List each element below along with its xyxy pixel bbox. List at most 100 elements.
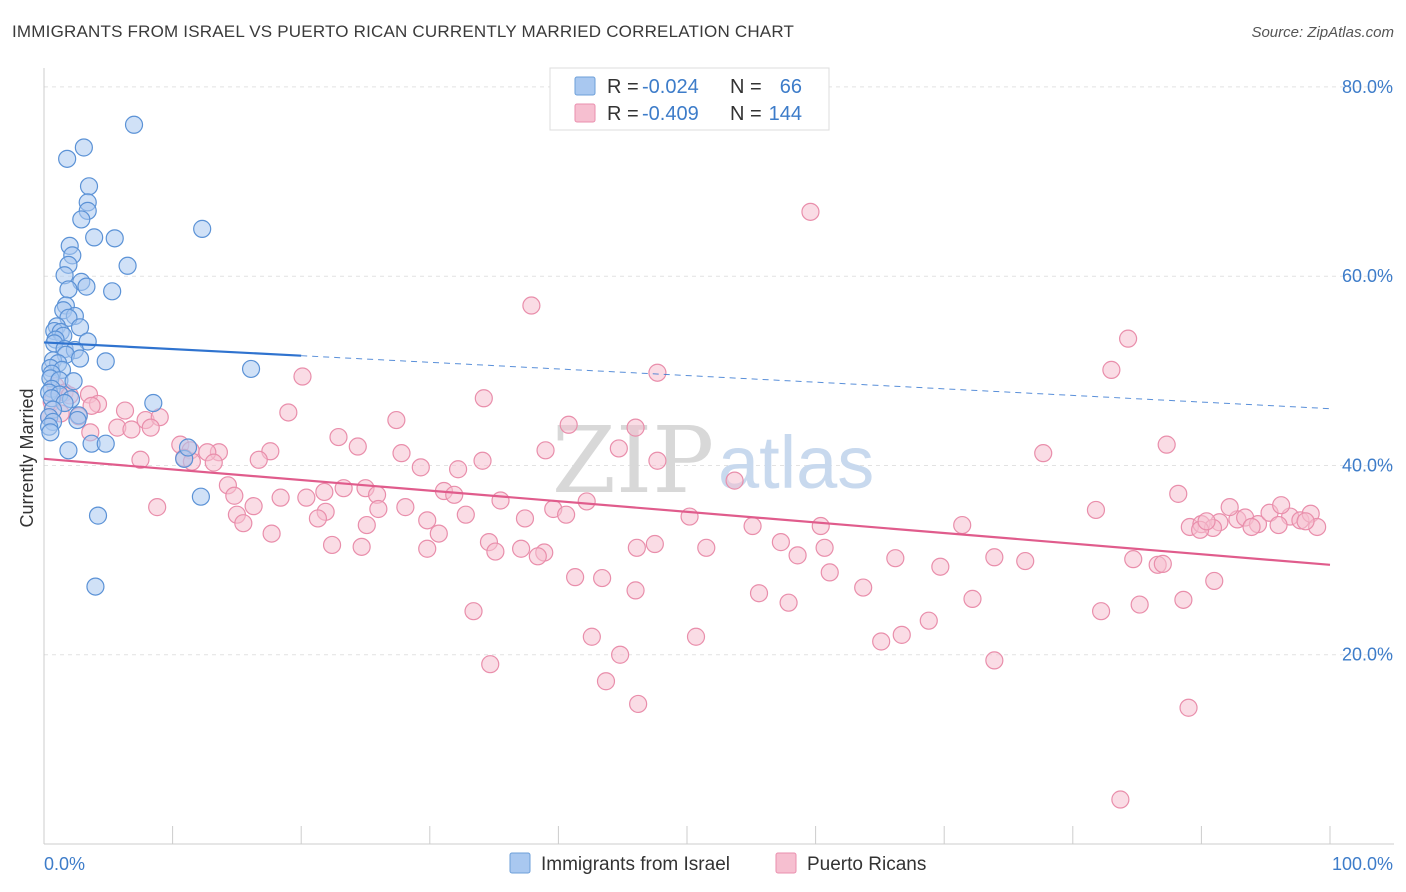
- point-israel: [41, 423, 60, 442]
- point-puerto-rican: [593, 568, 612, 588]
- point-israel: [70, 318, 90, 337]
- y-tick-label: 20.0%: [1342, 645, 1393, 665]
- point-israel: [59, 280, 78, 299]
- point-puerto-rican: [352, 537, 371, 556]
- point-puerto-rican: [486, 542, 505, 561]
- legend-swatch-israel: [509, 852, 531, 874]
- point-puerto-rican: [811, 516, 830, 536]
- point-puerto-rican: [749, 584, 769, 603]
- point-israel: [85, 228, 104, 247]
- point-puerto-rican: [204, 453, 223, 472]
- point-puerto-rican: [357, 515, 376, 535]
- point-israel: [96, 434, 115, 453]
- point-puerto-rican: [1174, 590, 1193, 609]
- point-puerto-rican: [1124, 550, 1143, 569]
- point-puerto-rican: [815, 538, 834, 557]
- point-puerto-rican: [536, 441, 555, 460]
- point-israel: [59, 441, 78, 460]
- point-puerto-rican: [626, 418, 645, 437]
- point-puerto-rican: [1118, 329, 1138, 348]
- point-puerto-rican: [1179, 698, 1198, 717]
- point-puerto-rican: [396, 498, 415, 517]
- point-puerto-rican: [1169, 484, 1188, 503]
- point-puerto-rican: [234, 514, 253, 533]
- point-puerto-rican: [392, 444, 411, 463]
- y-tick-label: 80.0%: [1342, 77, 1393, 97]
- stats-legend-n-label: N =: [730, 76, 762, 98]
- legend-label-puerto-rican: Puerto Ricans: [807, 854, 926, 875]
- point-puerto-rican: [411, 458, 430, 477]
- y-tick-label: 40.0%: [1342, 455, 1393, 475]
- trend-line-israel: [43, 341, 302, 357]
- point-puerto-rican: [629, 694, 648, 714]
- point-puerto-rican: [515, 509, 535, 528]
- point-puerto-rican: [648, 363, 667, 382]
- stats-legend-r-label: R =: [607, 103, 639, 125]
- point-puerto-rican: [225, 486, 244, 505]
- point-puerto-rican: [315, 482, 334, 502]
- stats-legend: R = -0.024 N = 66 R = -0.409 N = 144: [549, 67, 830, 131]
- point-puerto-rican: [743, 516, 762, 536]
- point-israel: [77, 277, 96, 296]
- point-israel: [86, 577, 105, 596]
- point-israel: [191, 487, 210, 506]
- point-puerto-rican: [249, 450, 268, 469]
- point-puerto-rican: [122, 420, 141, 439]
- point-puerto-rican: [985, 548, 1004, 567]
- y-tick-label: 60.0%: [1342, 266, 1393, 286]
- y-axis-title: Currently Married: [17, 388, 37, 527]
- point-puerto-rican: [1296, 512, 1315, 531]
- point-israel: [241, 359, 261, 379]
- point-puerto-rican: [115, 401, 135, 420]
- point-puerto-rican: [953, 515, 972, 535]
- point-puerto-rican: [262, 524, 281, 543]
- point-israel: [193, 219, 212, 238]
- point-puerto-rican: [474, 389, 493, 408]
- chart-title: IMMIGRANTS FROM ISRAEL VS PUERTO RICAN C…: [12, 22, 795, 41]
- x-tick-label: 0.0%: [44, 854, 85, 874]
- point-puerto-rican: [886, 549, 905, 568]
- point-puerto-rican: [418, 511, 437, 530]
- point-puerto-rican: [1091, 602, 1111, 621]
- point-puerto-rican: [348, 437, 367, 456]
- point-puerto-rican: [627, 538, 646, 557]
- point-puerto-rican: [779, 593, 798, 612]
- point-puerto-rican: [963, 589, 982, 608]
- point-puerto-rican: [854, 578, 873, 597]
- point-puerto-rican: [271, 488, 290, 507]
- point-puerto-rican: [1016, 551, 1035, 571]
- point-puerto-rican: [697, 538, 716, 557]
- stats-legend-r-value: -0.409: [642, 103, 699, 125]
- point-puerto-rican: [559, 415, 578, 434]
- axes: [43, 68, 1394, 845]
- point-puerto-rican: [577, 492, 596, 511]
- point-puerto-rican: [1197, 512, 1216, 531]
- point-puerto-rican: [645, 534, 664, 554]
- point-puerto-rican: [648, 451, 667, 470]
- point-israel: [68, 410, 87, 430]
- stats-legend-r-value: -0.024: [642, 76, 699, 98]
- point-puerto-rican: [596, 672, 616, 691]
- stats-legend-swatch-puerto-rican: [574, 103, 596, 123]
- point-puerto-rican: [522, 296, 541, 315]
- stats-legend-box: [549, 67, 830, 131]
- point-puerto-rican: [1034, 444, 1053, 463]
- point-puerto-rican: [481, 655, 500, 674]
- stats-legend-n-value: 144: [769, 103, 802, 125]
- trend-line-israel-extension: [301, 355, 1331, 410]
- stats-legend-swatch-israel: [574, 76, 596, 96]
- point-puerto-rican: [1153, 554, 1172, 573]
- data-points: [40, 115, 1327, 809]
- point-puerto-rican: [329, 427, 348, 447]
- chart-source: Source: ZipAtlas.com: [1251, 24, 1394, 41]
- point-israel: [118, 256, 137, 275]
- point-puerto-rican: [582, 627, 601, 646]
- point-puerto-rican: [308, 509, 328, 528]
- trend-lines: [43, 341, 1331, 566]
- point-puerto-rican: [1220, 498, 1239, 517]
- point-puerto-rican: [279, 403, 298, 422]
- point-puerto-rican: [82, 396, 101, 415]
- point-puerto-rican: [1157, 435, 1176, 454]
- point-israel: [144, 393, 163, 413]
